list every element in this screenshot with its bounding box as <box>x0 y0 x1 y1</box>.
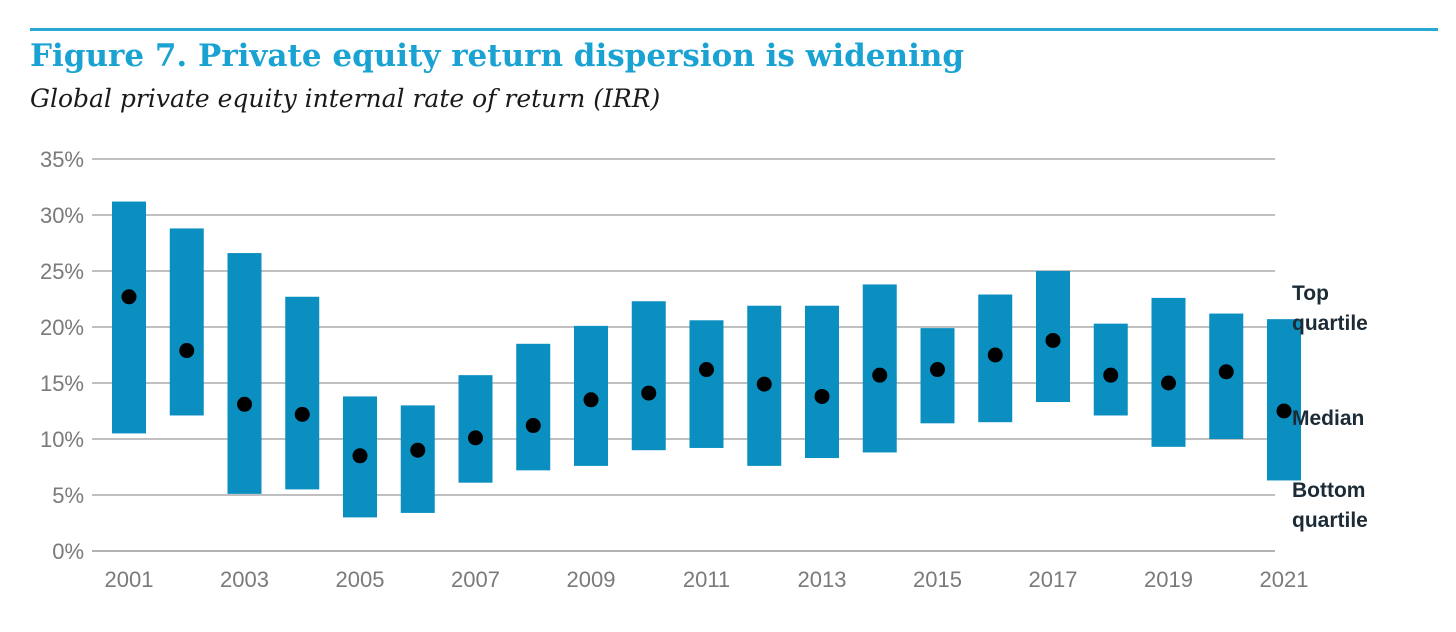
legend-bottom-quartile-line2: quartile <box>1292 509 1368 532</box>
legend-top-quartile-line2: quartile <box>1292 312 1368 335</box>
chart-subtitle: Global private equity internal rate of r… <box>30 84 661 113</box>
legend-median: Median <box>1292 407 1364 430</box>
y-tick-label: 0% <box>52 539 84 564</box>
x-tick-label: 2017 <box>1029 567 1078 592</box>
median-point-2007 <box>468 430 483 446</box>
y-tick-label: 35% <box>40 147 84 172</box>
median-point-2008 <box>525 418 541 434</box>
quartile-bar-2004 <box>285 296 320 490</box>
quartile-bar-2019 <box>1151 297 1186 447</box>
x-tick-label: 2015 <box>913 567 962 592</box>
median-point-2015 <box>930 362 945 378</box>
median-point-2016 <box>987 347 1003 363</box>
median-point-2004 <box>294 406 310 422</box>
median-point-2012 <box>756 376 772 392</box>
header-rule <box>30 28 1438 31</box>
quartile-bar-2001 <box>112 201 146 434</box>
x-tick-label: 2007 <box>451 567 500 592</box>
median-point-2018 <box>1103 367 1119 383</box>
median-point-2010 <box>641 385 657 401</box>
median-point-2001 <box>121 289 137 305</box>
y-tick-label: 15% <box>40 371 84 396</box>
median-point-2021 <box>1276 403 1292 419</box>
quartile-bar-2013 <box>805 305 839 459</box>
x-tick-label: 2009 <box>567 567 616 592</box>
quartile-bar-2006 <box>400 405 435 513</box>
quartile-bar-2007 <box>458 375 493 483</box>
median-point-2013 <box>814 388 830 404</box>
median-point-2014 <box>872 367 888 383</box>
quartile-bar-2010 <box>631 301 666 451</box>
median-point-2009 <box>583 392 599 408</box>
chart-title: Figure 7. Private equity return dispersi… <box>30 38 965 74</box>
x-tick-label: 2019 <box>1144 567 1193 592</box>
y-tick-label: 5% <box>52 483 84 508</box>
quartile-bar-2003 <box>227 253 262 494</box>
quartile-bar-2021 <box>1267 319 1301 481</box>
median-point-2019 <box>1161 375 1176 391</box>
y-tick-label: 10% <box>40 427 84 452</box>
quartile-bar-2002 <box>169 228 204 416</box>
median-point-2017 <box>1045 332 1061 348</box>
x-tick-label: 2001 <box>105 567 154 592</box>
quartile-bar-2011 <box>689 320 724 448</box>
median-point-2020 <box>1218 364 1234 380</box>
y-tick-label: 25% <box>40 259 84 284</box>
median-point-2011 <box>699 362 714 378</box>
x-tick-label: 2013 <box>798 567 847 592</box>
median-point-2002 <box>179 343 195 359</box>
x-tick-label: 2011 <box>683 567 730 592</box>
x-tick-label: 2003 <box>220 567 269 592</box>
median-point-2005 <box>352 448 368 464</box>
x-tick-label: 2005 <box>336 567 385 592</box>
quartile-bar-2008 <box>516 343 551 471</box>
legend-top-quartile-line1: Top <box>1292 282 1329 305</box>
legend-bottom-quartile-line1: Bottom <box>1292 479 1365 502</box>
median-point-2003 <box>237 396 252 412</box>
y-tick-label: 20% <box>40 315 84 340</box>
y-tick-label: 30% <box>40 203 84 228</box>
x-tick-label: 2021 <box>1260 567 1309 592</box>
median-point-2006 <box>410 442 426 458</box>
